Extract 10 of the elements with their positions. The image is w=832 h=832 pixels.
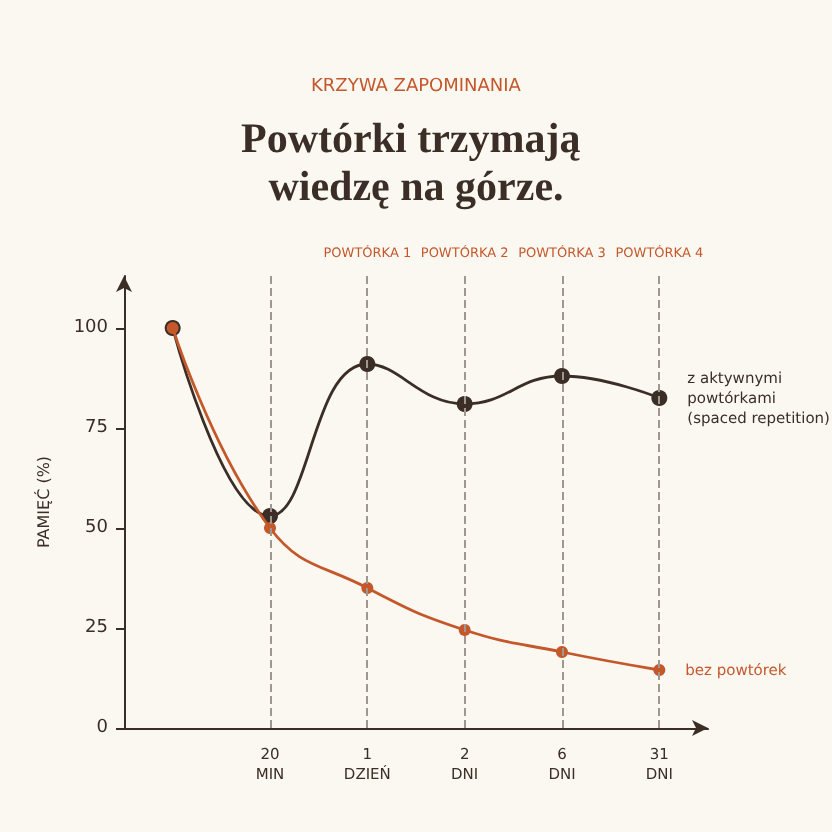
y-tick-label: 25	[85, 618, 108, 638]
chart-subtitle: KRZYWA ZAPOMINANIA	[311, 77, 523, 97]
y-tick-label: 100	[73, 318, 109, 338]
point	[554, 368, 570, 384]
y-tick-label: 75	[85, 418, 108, 438]
y-tick-label: 50	[85, 518, 109, 538]
y-axis-title: PAMIĘĆ (%)	[32, 455, 53, 549]
y-tick-label: 0	[96, 718, 109, 738]
point	[359, 356, 376, 372]
chart-title: Powtórki trzymają wiedzę na górze.	[241, 114, 591, 210]
